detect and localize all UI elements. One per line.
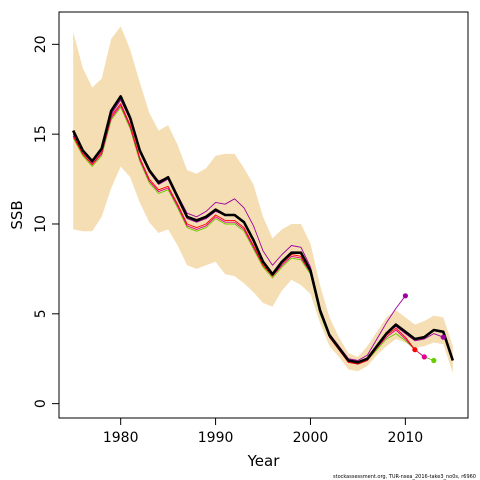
endpoint-markers-layer [402,293,446,364]
x-axis-title: Year [247,452,281,470]
confidence-band-layer [73,26,453,374]
series-line-main [72,95,455,364]
series-line-retro-1 [72,106,434,365]
y-tick-label: 15 [33,125,49,143]
series-endpoint-marker [431,357,437,364]
y-axis-title: SSB [8,200,26,229]
series-line-retro-3 [72,103,416,365]
series-endpoint-marker [412,347,418,353]
x-tick-label: 1990 [198,430,234,446]
x-tick-label: 2000 [293,430,329,446]
footer-note: stockassessment.org, TUR-nsea_2016-take3… [333,474,476,480]
series-endpoint-marker [440,334,446,340]
y-axis: 0 5 10 15 20 [33,35,60,408]
series-endpoint-marker [402,293,408,299]
series-endpoint-marker [421,354,427,360]
y-tick-label: 5 [33,309,49,318]
x-tick-label: 1980 [103,430,139,446]
confidence-band [73,26,453,374]
series-lines-layer [72,95,455,365]
x-tick-label: 2010 [388,430,424,446]
y-tick-label: 0 [33,399,49,408]
y-tick-label: 20 [33,35,49,53]
x-axis: 1980 1990 2000 2010 [103,417,424,446]
y-tick-label: 10 [33,215,49,233]
